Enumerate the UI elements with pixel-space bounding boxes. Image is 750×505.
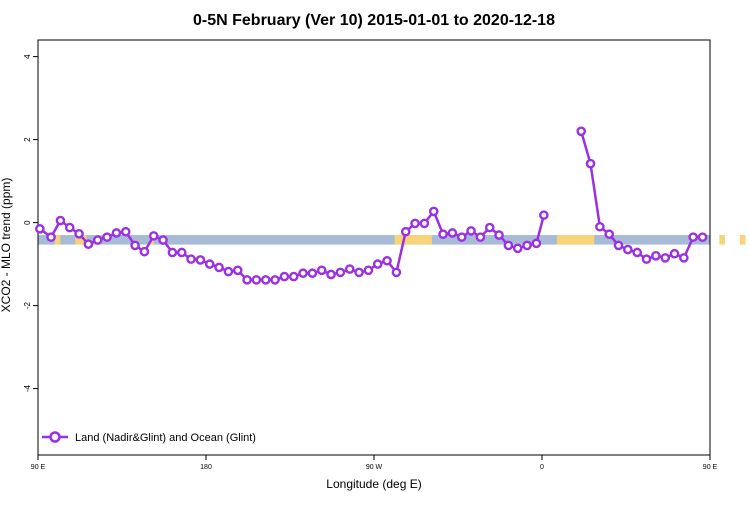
chart-title: 0-5N February (Ver 10) 2015-01-01 to 202…	[193, 12, 555, 29]
land-band-segment	[54, 235, 61, 245]
data-point	[595, 221, 605, 232]
data-point	[260, 275, 271, 285]
data-point	[679, 253, 689, 263]
data-point	[298, 268, 308, 279]
data-point	[74, 229, 84, 239]
data-point	[111, 228, 122, 238]
data-point	[148, 231, 159, 241]
data-point	[335, 267, 346, 278]
data-point	[456, 232, 467, 242]
data-point	[688, 232, 699, 242]
land-band-segment	[556, 235, 595, 245]
data-point	[641, 254, 652, 264]
data-point	[92, 235, 103, 245]
data-point	[186, 254, 196, 264]
data-point	[214, 262, 224, 273]
data-point	[139, 246, 150, 257]
data-point	[512, 243, 523, 254]
land-band-segment	[394, 235, 432, 245]
data-point	[204, 259, 215, 269]
data-point	[326, 269, 336, 280]
x-tick-label: 90 W	[366, 464, 383, 471]
data-point	[120, 226, 131, 237]
data-point	[354, 267, 364, 278]
data-point	[363, 265, 374, 276]
x-axis-label: Longitude (deg E)	[326, 477, 421, 491]
data-point	[372, 259, 383, 269]
data-point	[288, 271, 299, 282]
data-point	[176, 247, 187, 258]
data-point	[83, 239, 94, 249]
y-axis-label: XCO2 - MLO trend (ppm)	[0, 178, 13, 313]
data-point	[419, 218, 430, 229]
series-layer	[35, 126, 708, 285]
series-line	[39, 210, 546, 282]
data-point	[613, 240, 624, 251]
data-point	[651, 250, 661, 261]
data-point	[391, 267, 402, 278]
data-point	[102, 232, 112, 242]
x-tick-label: 0	[540, 464, 544, 471]
data-point	[669, 248, 680, 259]
land-band-segment	[719, 235, 725, 245]
data-point	[382, 255, 392, 266]
axes: 90 E 180 90 W 0 90 E 4 2 0 -2 -4	[23, 39, 718, 471]
data-point	[279, 271, 290, 282]
data-point	[623, 244, 633, 255]
data-point	[251, 275, 262, 285]
data-point	[632, 247, 643, 258]
y-tick-label: 0	[23, 220, 32, 225]
data-point	[503, 240, 514, 251]
data-point	[410, 218, 420, 229]
data-point	[539, 210, 549, 220]
data-point	[475, 232, 486, 242]
data-point	[158, 235, 168, 245]
land-band-segment	[75, 235, 87, 245]
y-tick-label: -4	[23, 384, 32, 392]
data-point	[55, 215, 66, 226]
data-point	[660, 253, 671, 263]
data-point	[307, 268, 318, 279]
y-tick-label: 2	[23, 137, 32, 142]
data-point	[484, 222, 495, 233]
data-point	[223, 266, 234, 277]
legend-point-marker	[49, 431, 61, 443]
x-tick-label: 90 E	[703, 464, 718, 471]
legend-label: Land (Nadir&Glint) and Ocean (Glint)	[75, 432, 256, 444]
data-point	[344, 264, 355, 274]
data-point	[232, 265, 243, 276]
data-point	[64, 222, 75, 233]
data-point	[428, 206, 439, 217]
data-point	[167, 247, 178, 258]
y-tick-label: -2	[23, 301, 32, 309]
data-point	[576, 126, 587, 137]
data-point	[270, 275, 280, 285]
data-point	[130, 240, 140, 251]
data-point	[585, 158, 596, 169]
data-point	[35, 224, 45, 234]
data-point	[316, 265, 327, 276]
land-band-segment	[739, 235, 746, 245]
data-point	[242, 275, 252, 285]
data-point	[697, 232, 708, 242]
data-point	[438, 229, 448, 240]
data-point	[522, 240, 532, 251]
y-tick-label: 4	[23, 54, 32, 59]
data-point	[400, 226, 411, 237]
legend: Land (Nadir&Glint) and Ocean (Glint)	[42, 431, 256, 444]
x-tick-label: 90 E	[31, 464, 46, 471]
data-point	[195, 255, 206, 265]
x-tick-label: 180	[200, 464, 212, 471]
data-point	[604, 229, 615, 240]
data-point	[466, 226, 476, 236]
data-point	[494, 230, 504, 240]
surface-type-band	[38, 235, 746, 245]
ocean-band	[38, 235, 710, 245]
data-point	[531, 238, 542, 249]
data-point	[46, 232, 56, 242]
data-point	[447, 228, 458, 238]
